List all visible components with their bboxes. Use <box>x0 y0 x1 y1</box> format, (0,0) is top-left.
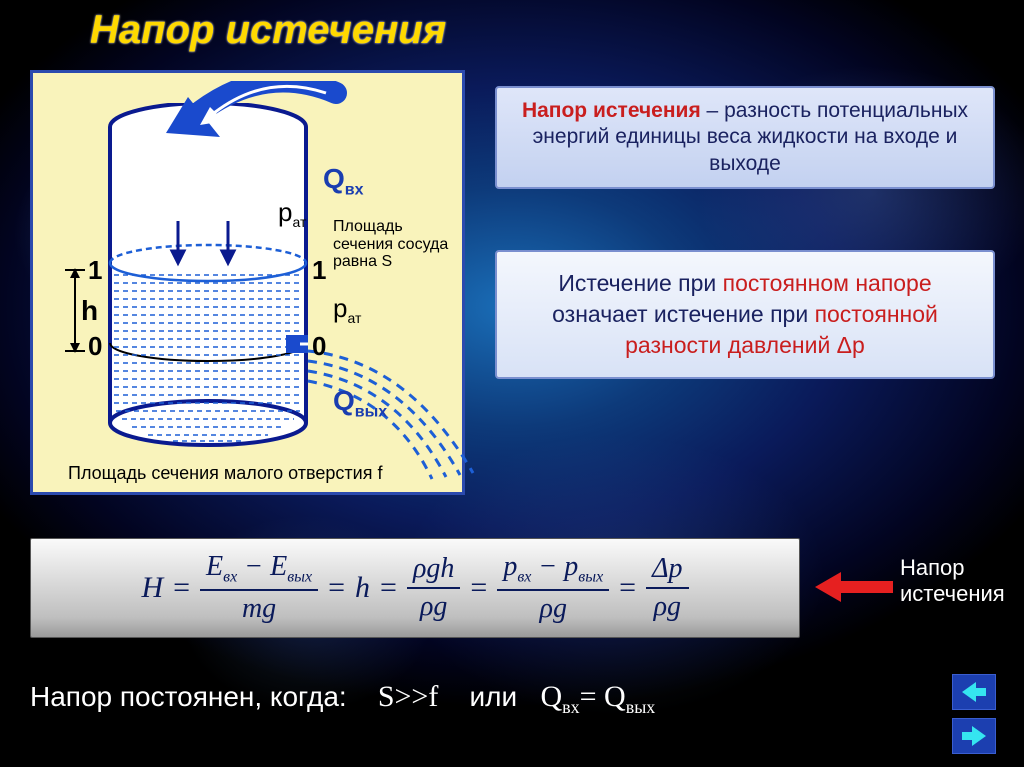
label-p-at-top: рат <box>278 197 306 230</box>
formula-bar: H = Евх − Евых mg = h = ρgh ρg = рвх − р… <box>30 538 800 638</box>
formula-h: h <box>355 571 370 605</box>
label-section-s: Площадь сечения сосуда равна S <box>333 218 458 271</box>
label-section-f: Площадь сечения малого отверстия f <box>68 463 382 484</box>
definition-box: Напор истечения – разность потенциальных… <box>495 86 995 189</box>
label-level-0-left: 0 <box>88 331 102 362</box>
formula-frac-1: Евх − Евых mg <box>200 551 318 625</box>
formula-frac-2: ρgh ρg <box>407 553 460 623</box>
formula-frac-4: Δp ρg <box>646 553 688 623</box>
formula-label: Напор истечения <box>900 555 1010 608</box>
label-level-1-left: 1 <box>88 255 102 286</box>
arrow-left-icon <box>815 572 895 602</box>
cylinder-diagram <box>108 103 308 433</box>
formula-lhs: H <box>141 571 163 605</box>
page-title: Напор истечения <box>90 8 446 53</box>
formula-frac-3: рвх − рвых ρg <box>497 551 609 625</box>
label-q-in: Qвх <box>323 163 364 200</box>
diagram-panel: Qвх рат Площадь сечения сосуда равна S 1… <box>30 70 465 495</box>
label-level-1-right: 1 <box>312 255 326 286</box>
nav-forward-button[interactable] <box>952 718 996 754</box>
label-p-at-mid: рат <box>333 293 361 326</box>
label-q-out: Qвых <box>333 385 387 422</box>
nav-back-button[interactable] <box>952 674 996 710</box>
definition-term: Напор истечения <box>522 99 701 122</box>
label-h: h <box>81 295 98 327</box>
bottom-condition: Напор постоянен, когда: S>>f или Qвх= Qв… <box>30 680 655 718</box>
label-level-0-right: 0 <box>312 331 326 362</box>
meaning-box: Истечение при постоянном напоре означает… <box>495 250 995 379</box>
